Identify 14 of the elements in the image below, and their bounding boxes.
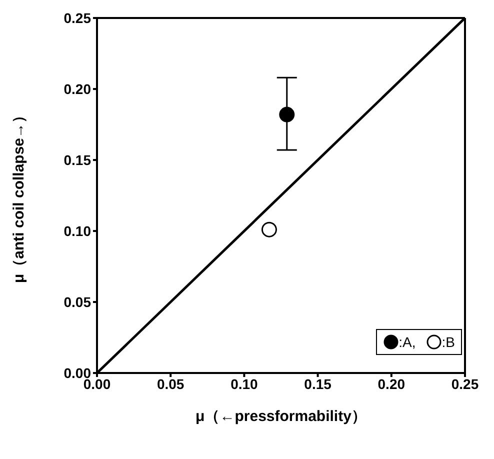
y-tick-label: 0.10 [64,222,92,239]
x-tick-label: 0.05 [156,376,184,392]
x-tick-label: 0.20 [378,376,406,392]
y-tick-label: 0.15 [64,152,92,168]
x-tick-label: 0.15 [304,376,332,392]
y-tick-label: 0.20 [64,80,92,97]
legend-label: :A, [398,334,416,350]
x-tick-label: 0.25 [451,376,479,392]
x-tick-label: 0.10 [230,376,258,392]
legend-label: :B [442,334,455,350]
x-axis-title: μ（←pressformability） [196,408,366,425]
y-axis-title: μ（anti coil collapse→） [10,108,28,284]
y-tick-label: 0.25 [64,10,92,26]
y-tick-label: 0.05 [64,294,92,310]
